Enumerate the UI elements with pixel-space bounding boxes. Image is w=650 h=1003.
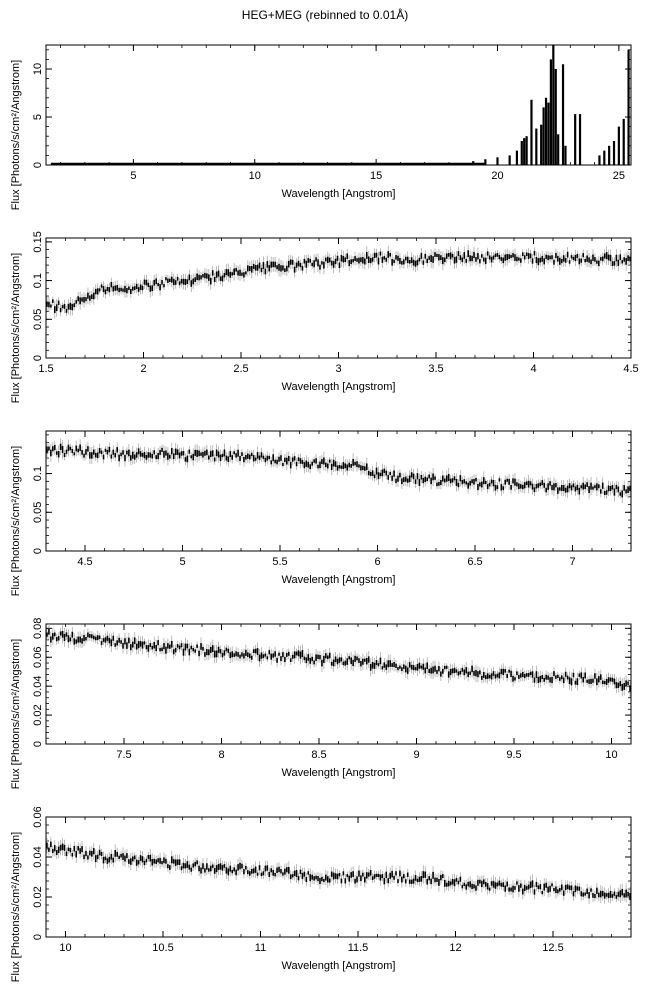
data-series bbox=[46, 836, 631, 906]
x-axis-label: Wavelength [Angstrom] bbox=[282, 381, 396, 393]
x-tick-label: 20 bbox=[491, 170, 503, 182]
data-series bbox=[50, 45, 630, 165]
chart-panel-2: 1.5 2 2.5 3 3.5 4 4.5 0 0.05 0.1 0.15 Wavelength [A… bbox=[10, 231, 639, 403]
x-tick-label: 10 bbox=[249, 170, 261, 182]
plot-frame bbox=[45, 816, 632, 938]
x-tick-label: 3.5 bbox=[428, 363, 443, 375]
y-tick-label: 0 bbox=[32, 934, 44, 940]
data-series bbox=[46, 624, 631, 697]
x-tick-label: 4.5 bbox=[623, 363, 638, 375]
y-tick-label: 0 bbox=[32, 741, 44, 747]
x-axis-label: Wavelength [Angstrom] bbox=[282, 188, 396, 200]
plot-frame bbox=[45, 623, 632, 745]
plot-frame bbox=[45, 44, 632, 166]
y-axis-label: Flux [Photons/s/cm²/Angstrom] bbox=[10, 60, 22, 210]
y-tick-label: 0.05 bbox=[32, 502, 44, 523]
x-tick-label: 6.5 bbox=[467, 556, 482, 568]
x-tick-label: 10.5 bbox=[152, 942, 173, 954]
x-axis-label: Wavelength [Angstrom] bbox=[282, 960, 396, 972]
y-tick-label: 0.04 bbox=[32, 846, 44, 867]
x-tick-label: 5 bbox=[130, 170, 136, 182]
x-tick-label: 6 bbox=[374, 556, 380, 568]
y-tick-label: 0.02 bbox=[32, 704, 44, 725]
plot-frame bbox=[45, 237, 632, 359]
chart-panel-3: 4.5 5 5.5 6 6.5 7 0 0.05 0.1 Wavelength [Angstrom… bbox=[10, 430, 632, 596]
x-tick-label: 11 bbox=[255, 942, 266, 954]
y-tick-label: 0.02 bbox=[32, 886, 44, 907]
y-axis-label: Flux [Photons/s/cm²/Angstrom] bbox=[10, 639, 22, 789]
data-series bbox=[46, 244, 631, 319]
y-tick-label: 5 bbox=[32, 114, 44, 120]
x-tick-label: 7 bbox=[569, 556, 575, 568]
x-tick-label: 11.5 bbox=[348, 942, 369, 954]
x-tick-label: 5 bbox=[179, 556, 185, 568]
data-series bbox=[46, 438, 631, 504]
y-axis-label: Flux [Photons/s/cm²/Angstrom] bbox=[10, 253, 22, 403]
x-axis-label: Wavelength [Angstrom] bbox=[282, 767, 396, 779]
figure-title: HEG+MEG (rebinned to 0.01Å) bbox=[241, 8, 409, 22]
x-tick-label: 8.5 bbox=[311, 749, 326, 761]
y-tick-label: 0 bbox=[32, 548, 44, 554]
x-tick-label: 4 bbox=[530, 363, 536, 375]
x-tick-label: 2 bbox=[140, 363, 146, 375]
x-tick-label: 25 bbox=[613, 170, 625, 182]
y-axis-label: Flux [Photons/s/cm²/Angstrom] bbox=[10, 446, 22, 596]
x-tick-label: 4.5 bbox=[77, 556, 92, 568]
x-tick-label: 15 bbox=[370, 170, 382, 182]
x-tick-label: 1.5 bbox=[38, 363, 53, 375]
x-tick-label: 8 bbox=[218, 749, 224, 761]
chart-panel-1: 5 10 15 20 25 0 5 10 Wavelength [Angstrom] Flux [… bbox=[10, 44, 632, 210]
y-tick-label: 0.08 bbox=[32, 618, 44, 639]
chart-panel-4: 7.5 8 8.5 9 9.5 10 0 0.02 0.04 0.06 0.08 Wavelength… bbox=[10, 618, 632, 789]
x-tick-label: 10 bbox=[59, 942, 71, 954]
x-tick-label: 2.5 bbox=[233, 363, 248, 375]
y-tick-label: 0 bbox=[32, 162, 44, 168]
x-tick-label: 3 bbox=[335, 363, 341, 375]
plot-frame bbox=[45, 430, 632, 552]
y-tick-label: 0.1 bbox=[32, 273, 44, 288]
y-tick-label: 0.04 bbox=[32, 675, 44, 696]
x-tick-label: 12 bbox=[449, 942, 461, 954]
x-tick-label: 12.5 bbox=[542, 942, 563, 954]
x-tick-label: 9.5 bbox=[506, 749, 521, 761]
x-tick-label: 5.5 bbox=[272, 556, 287, 568]
y-axis-label: Flux [Photons/s/cm²/Angstrom] bbox=[10, 832, 22, 982]
y-tick-label: 0.06 bbox=[32, 807, 44, 828]
x-tick-label: 7.5 bbox=[116, 749, 131, 761]
y-tick-label: 0.06 bbox=[32, 647, 44, 668]
x-tick-label: 9 bbox=[413, 749, 419, 761]
x-tick-label: 10 bbox=[605, 749, 617, 761]
y-tick-label: 0.05 bbox=[32, 309, 44, 330]
chart-panel-5: 10 10.5 11 11.5 12 12.5 0 0.02 0.04 0.06 Wavelengt… bbox=[10, 807, 632, 982]
y-tick-label: 0.15 bbox=[32, 231, 44, 252]
y-tick-label: 10 bbox=[32, 63, 44, 75]
y-tick-label: 0.1 bbox=[32, 466, 44, 481]
y-tick-label: 0 bbox=[32, 355, 44, 361]
x-axis-label: Wavelength [Angstrom] bbox=[282, 574, 396, 586]
